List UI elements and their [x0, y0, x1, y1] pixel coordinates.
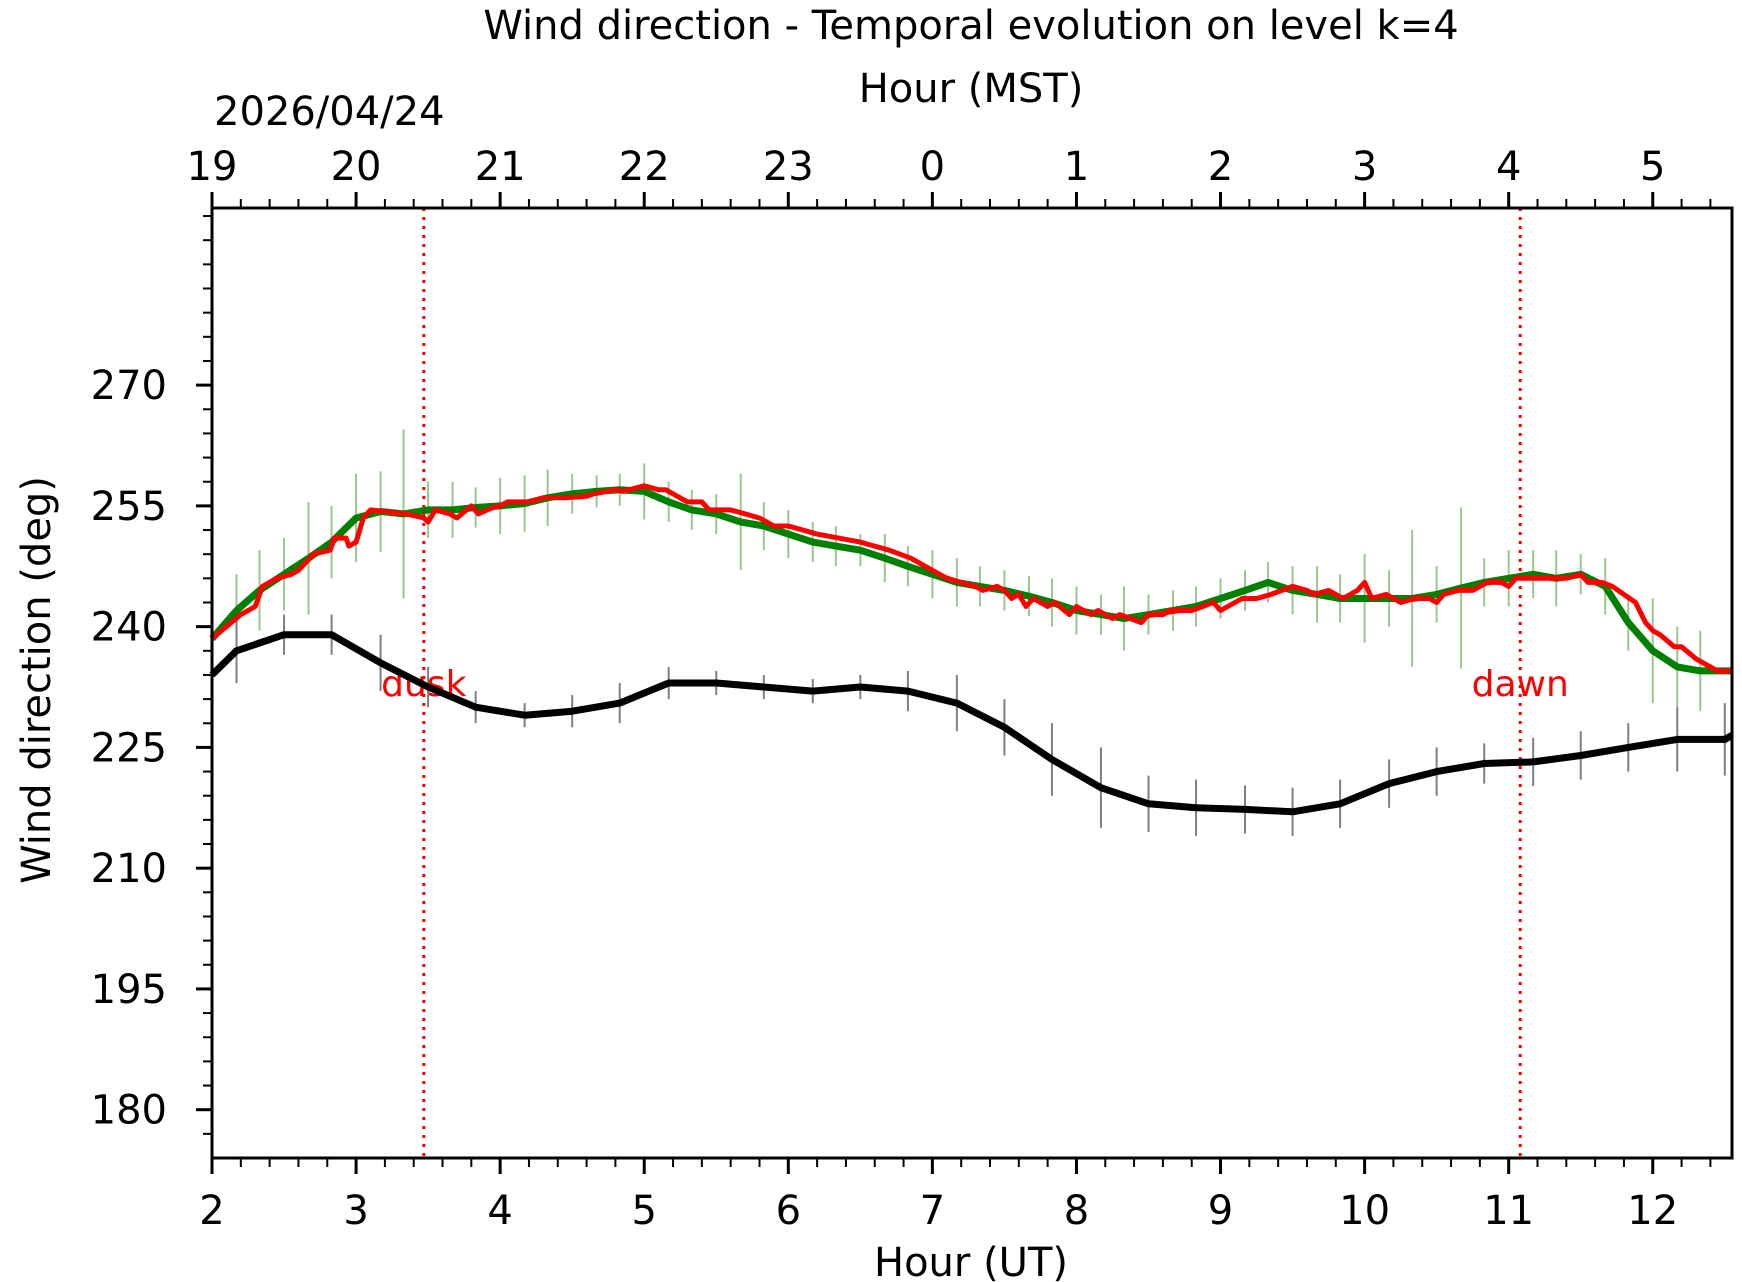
- x2-tick-label: 5: [1640, 144, 1665, 190]
- y-tick-label: 180: [91, 1088, 167, 1134]
- y-tick-label: 225: [91, 725, 167, 771]
- x2-tick-label: 20: [331, 144, 382, 190]
- y-tick-label: 210: [91, 846, 167, 892]
- x-tick-label: 2: [199, 1188, 224, 1234]
- y-tick-label: 195: [91, 967, 167, 1013]
- x-tick-label: 10: [1339, 1188, 1390, 1234]
- x2-tick-label: 23: [763, 144, 814, 190]
- bottom-axis-label: Hour (UT): [874, 1240, 1068, 1282]
- x-tick-label: 5: [632, 1188, 657, 1234]
- x2-tick-label: 22: [619, 144, 670, 190]
- top-axis-label: Hour (MST): [859, 66, 1084, 112]
- green-series-line: [209, 486, 1732, 675]
- y-tick-label: 255: [91, 484, 167, 530]
- x2-tick-label: 3: [1352, 144, 1377, 190]
- x-tick-label: 3: [343, 1188, 368, 1234]
- x-tick-label: 8: [1064, 1188, 1089, 1234]
- plot-frame: [210, 206, 1734, 1160]
- x-tick-label: 11: [1483, 1188, 1534, 1234]
- x-tick-label: 4: [487, 1188, 512, 1234]
- x-tick-label: 12: [1627, 1188, 1678, 1234]
- chart-title: Wind direction - Temporal evolution on l…: [483, 3, 1458, 49]
- x2-tick-label: 21: [475, 144, 526, 190]
- date-label: 2026/04/24: [214, 89, 445, 135]
- x2-tick-label: 2: [1208, 144, 1233, 190]
- x-tick-label: 9: [1208, 1188, 1233, 1234]
- x-tick-label: 6: [776, 1188, 801, 1234]
- x-tick-label: 7: [920, 1188, 945, 1234]
- y-tick-label: 270: [91, 363, 167, 409]
- red-series-line: [210, 483, 1732, 674]
- plot-area: [209, 429, 1734, 836]
- x2-tick-label: 4: [1496, 144, 1521, 190]
- y-tick-label: 240: [91, 605, 167, 651]
- annotations: dusk dawn: [381, 208, 1569, 1158]
- y-axis-label: Wind direction (deg): [14, 476, 60, 884]
- annotation-label-dawn: dawn: [1472, 664, 1569, 705]
- x2-tick-label: 19: [187, 144, 238, 190]
- black-series-line: [209, 631, 1734, 816]
- x2-tick-label: 0: [920, 144, 945, 190]
- x2-tick-label: 1: [1064, 144, 1089, 190]
